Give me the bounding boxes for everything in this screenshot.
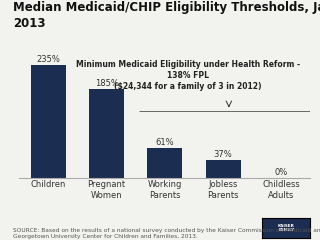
Bar bbox=[31, 65, 66, 178]
Text: 185%: 185% bbox=[95, 79, 118, 88]
Text: SOURCE: Based on the results of a national survey conducted by the Kaiser Commis: SOURCE: Based on the results of a nation… bbox=[13, 228, 320, 239]
Text: 37%: 37% bbox=[214, 150, 232, 159]
Text: 61%: 61% bbox=[156, 138, 174, 147]
Bar bbox=[205, 160, 241, 178]
Text: 0%: 0% bbox=[275, 168, 288, 177]
Bar bbox=[89, 89, 124, 178]
Text: 235%: 235% bbox=[36, 55, 60, 64]
Bar bbox=[147, 148, 182, 178]
Text: Median Medicaid/CHIP Eligibility Thresholds, January
2013: Median Medicaid/CHIP Eligibility Thresho… bbox=[13, 1, 320, 30]
Text: KAISER
FAMILY: KAISER FAMILY bbox=[278, 224, 295, 232]
Text: Minimum Medicaid Eligibility under Health Reform -
138% FPL
($24,344 for a famil: Minimum Medicaid Eligibility under Healt… bbox=[76, 60, 300, 91]
